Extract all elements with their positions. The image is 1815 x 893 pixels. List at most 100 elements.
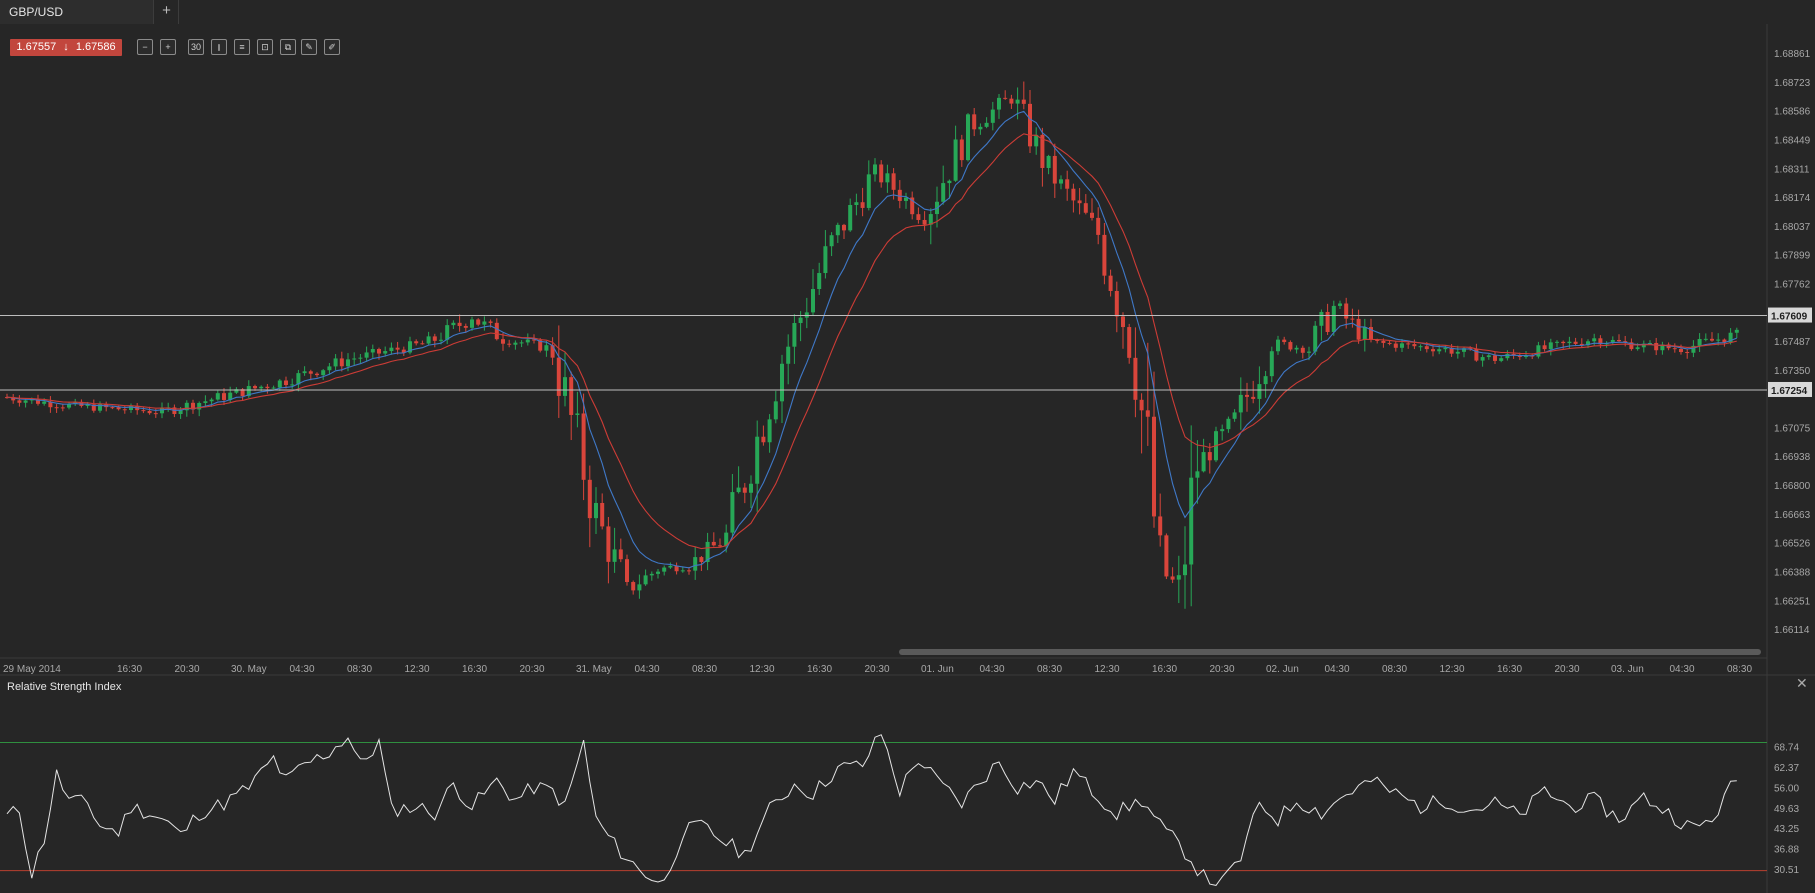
quote-box[interactable]: 1.67557 ↓ 1.67586 bbox=[10, 39, 122, 56]
candle-up bbox=[904, 197, 908, 201]
candle-down bbox=[110, 407, 115, 409]
zoom-in-icon[interactable]: + bbox=[160, 39, 176, 55]
candle-up bbox=[23, 400, 28, 403]
indicators-icon[interactable]: ≡ bbox=[234, 39, 250, 55]
candle-up bbox=[1480, 357, 1485, 361]
candle-down bbox=[494, 322, 499, 340]
time-axis-label: 01. Jun bbox=[921, 664, 954, 675]
time-axis-label: 20:30 bbox=[1210, 664, 1235, 675]
candle-up bbox=[445, 325, 450, 340]
settings-icon[interactable]: ⊡ bbox=[257, 39, 273, 55]
candle-up bbox=[885, 173, 890, 183]
candle-up bbox=[1226, 418, 1231, 430]
horizontal-scrollbar[interactable] bbox=[899, 649, 1761, 655]
candle-up bbox=[978, 126, 983, 130]
price-axis-label: 1.66388 bbox=[1774, 568, 1811, 579]
candle-up bbox=[1046, 155, 1051, 168]
candle-up bbox=[1059, 179, 1063, 184]
candle-up bbox=[178, 410, 183, 415]
templates-icon[interactable]: ⧉ bbox=[280, 39, 296, 55]
candle-down bbox=[17, 400, 22, 403]
candle-down bbox=[1145, 410, 1150, 417]
time-axis-label: 08:30 bbox=[692, 664, 717, 675]
price-axis-label: 1.66251 bbox=[1774, 596, 1811, 607]
candle-down bbox=[1424, 346, 1429, 350]
candle-down bbox=[308, 371, 313, 374]
candle-down bbox=[339, 358, 344, 367]
candle-down bbox=[1028, 103, 1032, 147]
candle-down bbox=[1344, 303, 1349, 319]
candle-down bbox=[54, 407, 59, 409]
candle-up bbox=[439, 339, 443, 341]
candle-down bbox=[1375, 339, 1380, 341]
candle-up bbox=[705, 541, 710, 563]
candle-down bbox=[1722, 339, 1727, 343]
rsi-panel-title: Relative Strength Index bbox=[7, 681, 122, 693]
draw-icon[interactable]: ✐ bbox=[324, 39, 340, 55]
candle-down bbox=[501, 339, 505, 344]
candle-up bbox=[656, 571, 660, 574]
candle-up bbox=[1319, 311, 1324, 326]
candle-down bbox=[1685, 352, 1690, 354]
candle-down bbox=[141, 410, 146, 412]
candle-up bbox=[1734, 329, 1739, 333]
candle-up bbox=[346, 359, 350, 367]
timeframe-button[interactable]: 30 bbox=[188, 39, 204, 55]
candle-up bbox=[73, 401, 78, 404]
candle-up bbox=[780, 363, 784, 402]
candle-down bbox=[153, 413, 158, 415]
candle-down bbox=[116, 407, 121, 410]
candle-up bbox=[1418, 346, 1423, 348]
candle-up bbox=[209, 399, 214, 402]
tab-gbp-usd[interactable]: GBP/USD bbox=[0, 0, 154, 24]
ask-price: 1.67586 bbox=[75, 41, 116, 53]
candle-up bbox=[290, 384, 295, 386]
candle-up bbox=[1269, 351, 1274, 377]
candle-up bbox=[333, 358, 338, 367]
time-axis-label: 03. Jun bbox=[1611, 664, 1644, 675]
time-axis-label: 12:30 bbox=[405, 664, 430, 675]
candle-up bbox=[1691, 345, 1696, 353]
candle-down bbox=[60, 407, 65, 409]
candle-down bbox=[1108, 275, 1113, 291]
candle-up bbox=[680, 570, 685, 572]
zoom-out-icon[interactable]: − bbox=[137, 39, 153, 55]
candle-down bbox=[1561, 341, 1566, 344]
candle-up bbox=[1220, 429, 1225, 432]
chart-type-icon[interactable]: ⫾ bbox=[211, 39, 227, 55]
candle-up bbox=[1716, 339, 1721, 341]
add-tab-button[interactable]: + bbox=[155, 0, 179, 24]
edit-icon[interactable]: ✎ bbox=[301, 39, 317, 55]
candle-up bbox=[352, 358, 357, 360]
price-axis-label: 1.67350 bbox=[1774, 366, 1811, 377]
candle-up bbox=[693, 557, 698, 571]
candle-up bbox=[786, 346, 791, 364]
level-price-label: 1.67254 bbox=[1771, 386, 1808, 397]
candle-up bbox=[482, 321, 487, 325]
time-axis-label: 08:30 bbox=[1037, 664, 1062, 675]
rsi-axis-label: 68.74 bbox=[1774, 743, 1799, 754]
candle-up bbox=[1648, 342, 1652, 344]
candle-down bbox=[631, 582, 636, 591]
candle-down bbox=[191, 402, 195, 410]
price-axis-label: 1.68174 bbox=[1774, 193, 1811, 204]
candle-up bbox=[408, 341, 412, 353]
candle-up bbox=[1486, 355, 1491, 358]
tab-bar: GBP/USD + bbox=[0, 0, 1815, 24]
candle-down bbox=[959, 139, 964, 161]
close-panel-icon[interactable]: ✕ bbox=[1796, 675, 1808, 691]
candle-up bbox=[98, 404, 102, 411]
candle-down bbox=[1077, 200, 1082, 204]
candle-up bbox=[928, 214, 933, 225]
rsi-axis-label: 43.25 bbox=[1774, 824, 1799, 835]
candle-up bbox=[817, 273, 822, 290]
candle-down bbox=[1579, 343, 1584, 346]
candle-up bbox=[451, 322, 456, 326]
candle-up bbox=[302, 371, 307, 374]
candle-down bbox=[1133, 357, 1138, 400]
tab-label: GBP/USD bbox=[9, 5, 64, 19]
candle-down bbox=[122, 409, 127, 411]
candle-down bbox=[265, 386, 270, 389]
candle-down bbox=[1040, 134, 1045, 168]
